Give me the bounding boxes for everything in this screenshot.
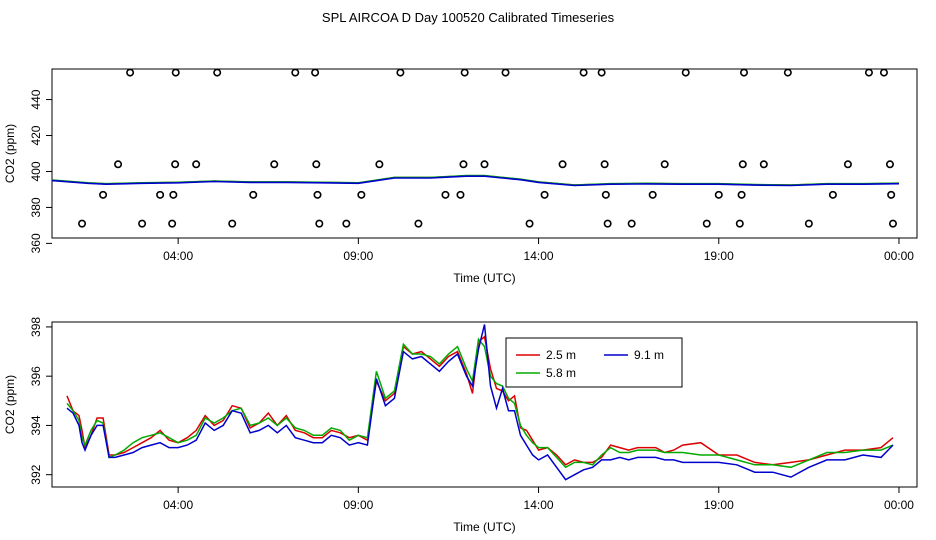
series-line (66, 335, 894, 466)
x-tick-label: 14:00 (524, 249, 554, 263)
upper-panel: 04:00 09:00 14:00 19:00 00:00 Time (UTC) 360 38… (3, 68, 918, 285)
x-axis-label: Time (UTC) (453, 520, 515, 534)
calibration-point (126, 68, 135, 77)
calibration-point (171, 68, 180, 77)
calibration-point (480, 160, 489, 169)
calibration-point (168, 219, 177, 228)
legend-label: 2.5 m (546, 348, 576, 362)
calibration-point (681, 68, 690, 77)
calibration-point (460, 68, 469, 77)
calibration-point (738, 160, 747, 169)
calibration-point (171, 160, 180, 169)
y-tick-label: 398 (29, 317, 43, 337)
x-tick-label: 04:00 (163, 249, 193, 263)
x-axis-label: Time (UTC) (453, 271, 515, 285)
calibration-point (270, 160, 279, 169)
calibration-point (414, 219, 423, 228)
y-tick-label: 380 (29, 197, 43, 217)
x-tick-label: 19:00 (704, 498, 734, 512)
calibration-point (660, 160, 669, 169)
calibration-point (192, 160, 201, 169)
x-tick-label: 19:00 (704, 249, 734, 263)
y-tick-label: 396 (29, 366, 43, 386)
legend-label: 5.8 m (546, 366, 576, 380)
calibration-point (342, 219, 351, 228)
calibration-point (601, 190, 610, 199)
y-axis-label: CO2 (ppm) (3, 375, 17, 434)
calibration-point (714, 190, 723, 199)
series-line (51, 174, 900, 186)
y-tick-label: 360 (29, 233, 43, 253)
calibration-point (735, 219, 744, 228)
calibration-point (156, 190, 165, 199)
series-line (66, 324, 894, 481)
calibration-point (885, 160, 894, 169)
calibration-point (888, 219, 897, 228)
calibration-point (357, 190, 366, 199)
series-line (51, 175, 900, 186)
calibration-point (315, 219, 324, 228)
calibration-point (169, 190, 178, 199)
calibration-point (540, 190, 549, 199)
calibration-point (828, 190, 837, 199)
plot-frame (51, 321, 918, 488)
calibration-point (228, 219, 237, 228)
calibration-point (459, 160, 468, 169)
calibration-point (864, 68, 873, 77)
x-tick-label: 14:00 (524, 498, 554, 512)
y-axis-label: CO2 (ppm) (3, 124, 17, 183)
x-tick-label: 04:00 (163, 498, 193, 512)
x-tick-label: 00:00 (884, 498, 914, 512)
lower-panel: 04:00 09:00 14:00 19:00 00:00 Time (UTC) 392 39… (3, 317, 918, 534)
calibration-point (138, 219, 147, 228)
x-tick-label: 09:00 (343, 498, 373, 512)
calibration-point (213, 68, 222, 77)
x-tick-label: 00:00 (884, 249, 914, 263)
calibration-point (456, 190, 465, 199)
calibration-point (558, 160, 567, 169)
calibration-point (249, 190, 258, 199)
y-tick-label: 392 (29, 464, 43, 484)
calibration-point (627, 219, 636, 228)
legend-label: 9.1 m (634, 348, 664, 362)
calibration-point (99, 190, 108, 199)
calibration-point (739, 68, 748, 77)
calibration-point (78, 219, 87, 228)
y-tick-label: 420 (29, 125, 43, 145)
legend-box (505, 337, 683, 388)
calibration-point (313, 190, 322, 199)
calibration-point (843, 160, 852, 169)
calibration-point (702, 219, 711, 228)
calibration-point (579, 68, 588, 77)
calibration-point (311, 68, 320, 77)
y-tick-label: 400 (29, 161, 43, 181)
calibration-point (648, 190, 657, 199)
calibration-point (804, 219, 813, 228)
calibration-point (501, 68, 510, 77)
y-tick-label: 440 (29, 89, 43, 109)
x-tick-label: 09:00 (343, 249, 373, 263)
calibration-point (783, 68, 792, 77)
chart-title: SPL AIRCOA D Day 100520 Calibrated Times… (322, 10, 615, 25)
calibration-point (759, 160, 768, 169)
calibration-point (114, 160, 123, 169)
calibration-point (312, 160, 321, 169)
calibration-point (737, 190, 746, 199)
calibration-point (375, 160, 384, 169)
calibration-point (879, 68, 888, 77)
calibration-point (600, 160, 609, 169)
calibration-point (603, 219, 612, 228)
plot-frame (51, 68, 918, 239)
calibration-point (396, 68, 405, 77)
calibration-point (597, 68, 606, 77)
calibration-point (525, 219, 534, 228)
y-tick-label: 394 (29, 415, 43, 435)
calibration-point (441, 190, 450, 199)
calibration-point (291, 68, 300, 77)
legend: 2.5 m 9.1 m 5.8 m (505, 337, 683, 388)
calibration-point (887, 190, 896, 199)
series-line (66, 337, 894, 469)
series-line (51, 175, 900, 187)
